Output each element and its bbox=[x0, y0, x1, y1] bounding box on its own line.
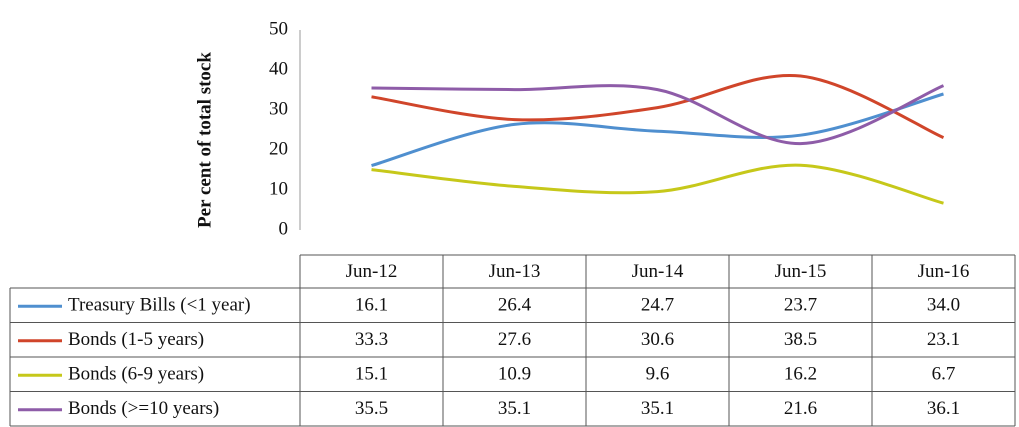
table-cell: 30.6 bbox=[641, 329, 674, 350]
legend-label: Bonds (6-9 years) bbox=[68, 364, 204, 385]
table-cell: 24.7 bbox=[641, 295, 674, 316]
legend-label: Bonds (1-5 years) bbox=[68, 329, 204, 350]
table-cell: 15.1 bbox=[355, 364, 388, 385]
table-cell: 16.2 bbox=[784, 364, 817, 385]
table-cell: 6.7 bbox=[932, 364, 956, 385]
table-cell: 36.1 bbox=[927, 398, 960, 419]
table-cell: 16.1 bbox=[355, 295, 388, 316]
y-tick-label: 10 bbox=[269, 178, 288, 199]
y-tick-label: 0 bbox=[279, 218, 289, 239]
table-cell: 23.1 bbox=[927, 329, 960, 350]
table-cell: 23.7 bbox=[784, 295, 817, 316]
y-tick-label: 30 bbox=[269, 98, 288, 119]
x-tick-label: Jun-15 bbox=[775, 261, 827, 282]
legend-label: Treasury Bills (<1 year) bbox=[68, 295, 251, 316]
table-cell: 27.6 bbox=[498, 329, 531, 350]
table-cell: 33.3 bbox=[355, 329, 388, 350]
series-line bbox=[371, 92, 944, 168]
y-tick-label: 20 bbox=[269, 138, 288, 159]
table-cell: 38.5 bbox=[784, 329, 817, 350]
table-cell: 35.1 bbox=[498, 398, 531, 419]
table-cell: 10.9 bbox=[498, 364, 531, 385]
legend-label: Bonds (>=10 years) bbox=[68, 398, 219, 419]
series-line bbox=[371, 163, 944, 205]
x-tick-label: Jun-13 bbox=[489, 261, 541, 282]
y-tick-label: 40 bbox=[269, 58, 288, 79]
x-tick-label: Jun-12 bbox=[346, 261, 398, 282]
y-axis-label: Per cent of total stock bbox=[194, 52, 215, 228]
table-cell: 35.1 bbox=[641, 398, 674, 419]
table-cell: 26.4 bbox=[498, 295, 532, 316]
table-cell: 21.6 bbox=[784, 398, 817, 419]
series-line bbox=[371, 84, 945, 146]
table-cell: 9.6 bbox=[646, 364, 670, 385]
x-tick-label: Jun-16 bbox=[918, 261, 970, 282]
table-cell: 34.0 bbox=[927, 295, 960, 316]
x-tick-label: Jun-14 bbox=[632, 261, 684, 282]
y-tick-label: 50 bbox=[269, 18, 288, 39]
table-cell: 35.5 bbox=[355, 398, 388, 419]
series-line bbox=[371, 73, 945, 139]
